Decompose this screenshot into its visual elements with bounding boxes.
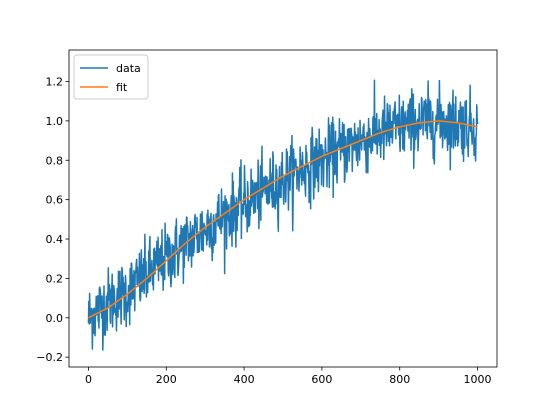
legend-box [73, 54, 149, 100]
x-tick-label: 600 [311, 373, 332, 386]
y-tick-label: 0.6 [46, 194, 64, 207]
y-tick-label: 0.2 [46, 272, 64, 285]
y-tick-label: 1.0 [46, 115, 64, 128]
y-tick-label: −0.2 [36, 351, 63, 364]
legend-label-data: data [116, 62, 141, 75]
x-tick-label: 400 [234, 373, 255, 386]
y-tick-label: 0.4 [46, 233, 64, 246]
x-tick-label: 800 [389, 373, 410, 386]
y-tick-label: 1.2 [46, 76, 64, 89]
series-fit-line [88, 120, 478, 319]
x-tick-label: 200 [156, 373, 177, 386]
x-tick-label: 1000 [464, 373, 492, 386]
x-tick-label: 0 [85, 373, 92, 386]
y-tick-label: 0.0 [46, 312, 64, 325]
legend-label-fit: fit [116, 81, 128, 94]
plot-frame [68, 49, 498, 368]
series-data-line [87, 79, 479, 351]
y-tick-label: 0.8 [46, 154, 64, 167]
